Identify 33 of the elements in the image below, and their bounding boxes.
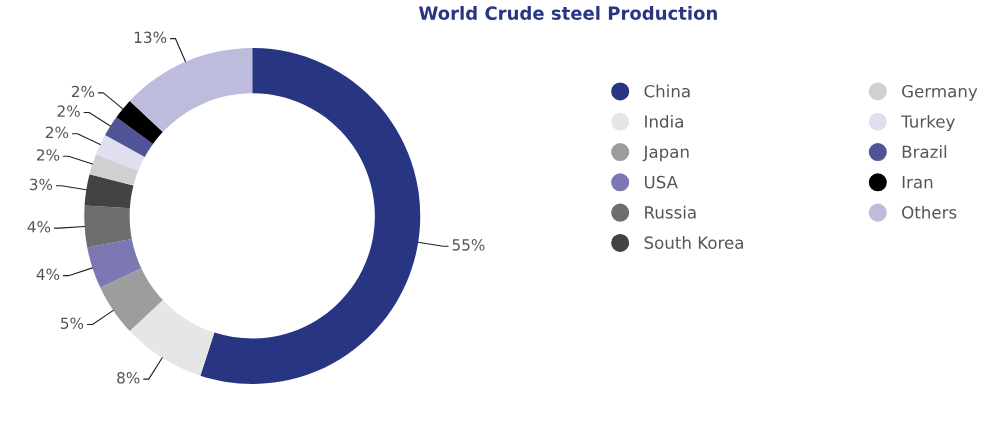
donut-slice — [84, 205, 132, 248]
legend-label: Turkey — [901, 114, 955, 132]
legend-label: Brazil — [902, 145, 947, 159]
donut-slice — [96, 135, 145, 171]
data-label: 2% — [45, 126, 69, 139]
data-label: 55% — [452, 239, 485, 251]
legend-label: India — [645, 114, 683, 128]
donut-slice — [89, 154, 139, 186]
data-label: 2% — [57, 105, 80, 117]
legend-label: Russia — [645, 205, 696, 219]
data-label: 4% — [27, 220, 51, 233]
legend-label: USA — [644, 175, 678, 189]
data-label: 8% — [117, 371, 140, 384]
data-label: 13% — [134, 31, 167, 44]
legend-label: Japan — [642, 145, 689, 162]
data-label: 2% — [36, 149, 60, 161]
donut-slice — [200, 47, 421, 384]
donut-slice — [87, 238, 142, 288]
legend-label: China — [644, 84, 690, 98]
data-label: 3% — [29, 178, 53, 191]
data-label: 2% — [71, 85, 95, 98]
data-label: 4% — [36, 268, 60, 281]
donut-slice — [129, 47, 253, 133]
donut-slice — [105, 117, 154, 157]
chart-title: World Crude steel Production — [418, 6, 717, 20]
legend-label: Iran — [902, 176, 933, 189]
data-label: 5% — [61, 317, 84, 329]
donut-slice — [84, 174, 134, 209]
legend-label: Germany — [902, 84, 978, 101]
legend-label: Others — [902, 205, 957, 219]
legend-label: South Korea — [644, 236, 743, 249]
donut-slice — [116, 100, 163, 144]
donut-slice — [100, 268, 163, 331]
